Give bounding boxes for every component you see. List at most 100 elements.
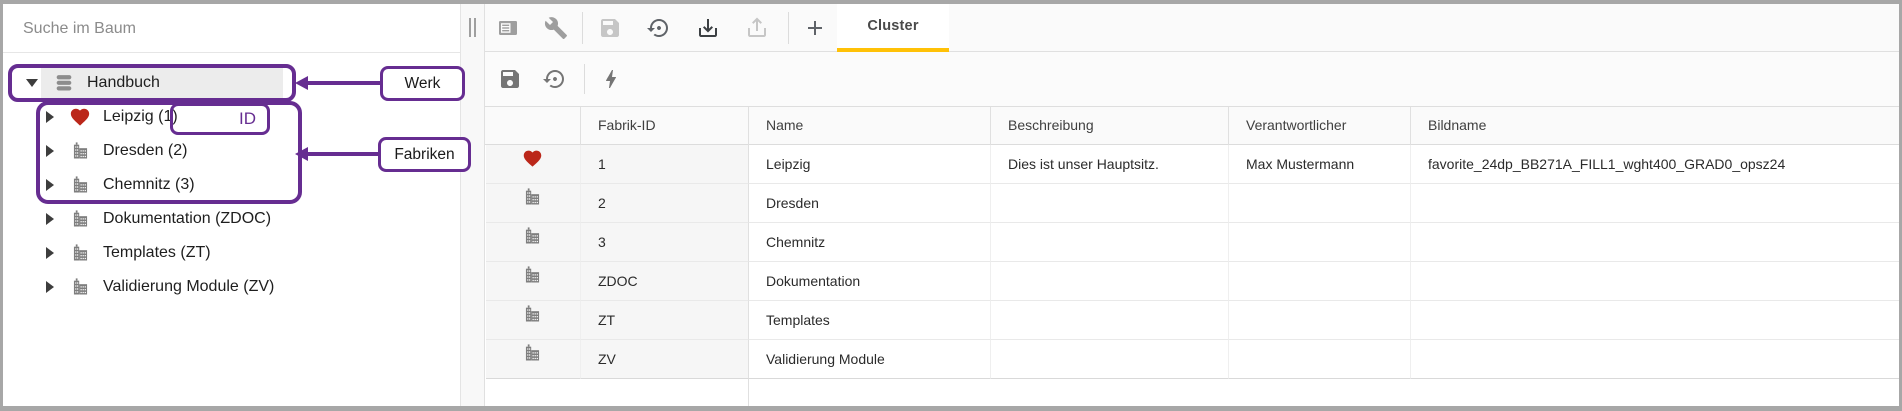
tree-item-label: Dresden (2) xyxy=(103,142,188,159)
tree-search-bar xyxy=(3,4,460,53)
save-icon[interactable] xyxy=(597,15,623,41)
panel-splitter[interactable] xyxy=(460,4,485,406)
factory-icon xyxy=(522,301,543,339)
search-input[interactable] xyxy=(21,12,445,46)
restore-icon[interactable] xyxy=(646,15,672,41)
cell-fabrik-id: 2 xyxy=(580,184,748,223)
toolbar-divider xyxy=(788,12,789,44)
collapse-arrow-icon[interactable] xyxy=(26,79,38,87)
heart-icon xyxy=(69,106,91,128)
toolbar-divider xyxy=(584,64,585,94)
cell-verantwortlicher xyxy=(1228,301,1410,340)
save-icon[interactable] xyxy=(497,66,523,92)
cell-name: Validierung Module xyxy=(748,340,990,379)
cell-name: Dresden xyxy=(748,184,990,223)
cell-fabrik-id: ZDOC xyxy=(580,262,748,301)
expand-arrow-icon[interactable] xyxy=(46,145,54,157)
add-tab-icon[interactable] xyxy=(802,15,828,41)
cell-name: Dokumentation xyxy=(748,262,990,301)
cell-icon xyxy=(486,145,580,184)
toolbar-divider xyxy=(582,12,583,44)
wrench-icon[interactable] xyxy=(543,15,569,41)
upload-icon[interactable] xyxy=(744,15,770,41)
cell-bildname xyxy=(1410,184,1899,223)
cell-fabrik-id: ZV xyxy=(580,340,748,379)
splitter-handle-icon[interactable] xyxy=(469,18,478,37)
download-icon[interactable] xyxy=(695,15,721,41)
cell-beschreibung xyxy=(990,184,1228,223)
cell-verantwortlicher xyxy=(1228,340,1410,379)
factory-icon xyxy=(522,223,543,261)
column-header-fabrik-id[interactable]: Fabrik-ID xyxy=(580,107,748,145)
cell-beschreibung xyxy=(990,301,1228,340)
cell-beschreibung xyxy=(990,262,1228,301)
restore-icon[interactable] xyxy=(542,66,568,92)
table-row[interactable]: 2 Dresden xyxy=(485,184,1899,223)
expand-arrow-icon[interactable] xyxy=(46,111,54,123)
cell-fabrik-id: ZT xyxy=(580,301,748,340)
table-toolbar xyxy=(485,52,1899,107)
cell-bildname xyxy=(1410,340,1899,379)
cell-name: Leipzig xyxy=(748,145,990,184)
tree-item-label: Leipzig (1) xyxy=(103,108,178,125)
factory-icon xyxy=(69,276,91,298)
cell-beschreibung xyxy=(990,340,1228,379)
cell-icon xyxy=(486,184,580,223)
tree-item-leipzig[interactable]: Leipzig (1) xyxy=(3,100,460,134)
factory-icon xyxy=(69,174,91,196)
heart-icon xyxy=(522,145,543,183)
cell-icon xyxy=(486,301,580,340)
expand-arrow-icon[interactable] xyxy=(46,213,54,225)
cell-icon xyxy=(486,340,580,379)
cell-verantwortlicher xyxy=(1228,184,1410,223)
cell-bildname xyxy=(1410,223,1899,262)
tree: Handbuch Leipzig (1) Dresden (2) Chemnit… xyxy=(3,53,460,406)
cell-verantwortlicher xyxy=(1228,262,1410,301)
cell-name: Templates xyxy=(748,301,990,340)
expand-arrow-icon[interactable] xyxy=(46,179,54,191)
table-row[interactable]: ZDOC Dokumentation xyxy=(485,262,1899,301)
cell-beschreibung xyxy=(990,223,1228,262)
detail-panel: Cluster Fabrik-ID Name Beschreibung Vera… xyxy=(485,4,1899,406)
tree-item-handbuch[interactable]: Handbuch xyxy=(3,66,460,100)
tree-item-chemnitz[interactable]: Chemnitz (3) xyxy=(3,168,460,202)
tree-item-label: Dokumentation (ZDOC) xyxy=(103,210,272,227)
column-header-verantwortlicher[interactable]: Verantwortlicher xyxy=(1228,107,1410,145)
tree-item-validierung[interactable]: Validierung Module (ZV) xyxy=(3,270,460,304)
tree-item-dokumentation[interactable]: Dokumentation (ZDOC) xyxy=(3,202,460,236)
tab-cluster[interactable]: Cluster xyxy=(837,4,949,52)
table-row[interactable]: 1 Leipzig Dies ist unser Hauptsitz. Max … xyxy=(485,145,1899,184)
table-row[interactable]: ZV Validierung Module xyxy=(485,340,1899,379)
flash-icon[interactable] xyxy=(598,66,624,92)
cell-fabrik-id: 1 xyxy=(580,145,748,184)
factory-icon xyxy=(522,184,543,222)
cell-fabrik-id: 3 xyxy=(580,223,748,262)
fabrik-table: Fabrik-ID Name Beschreibung Verantwortli… xyxy=(485,107,1899,406)
factory-icon xyxy=(69,140,91,162)
expand-arrow-icon[interactable] xyxy=(46,247,54,259)
tree-item-templates[interactable]: Templates (ZT) xyxy=(3,236,460,270)
cell-bildname: favorite_24dp_BB271A_FILL1_wght400_GRAD0… xyxy=(1410,145,1899,184)
cell-name: Chemnitz xyxy=(748,223,990,262)
column-header-beschreibung[interactable]: Beschreibung xyxy=(990,107,1228,145)
tree-item-dresden[interactable]: Dresden (2) xyxy=(3,134,460,168)
tree-item-label: Handbuch xyxy=(87,74,160,91)
main-toolbar: Cluster xyxy=(485,4,1899,52)
table-row[interactable]: 3 Chemnitz xyxy=(485,223,1899,262)
factory-icon xyxy=(522,340,543,378)
card-list-icon[interactable] xyxy=(495,15,521,41)
column-header-icon[interactable] xyxy=(486,107,580,145)
pinned-column-divider xyxy=(748,379,749,406)
database-icon xyxy=(53,72,75,94)
column-header-bildname[interactable]: Bildname xyxy=(1410,107,1899,145)
expand-arrow-icon[interactable] xyxy=(46,281,54,293)
factory-icon xyxy=(522,262,543,300)
cell-icon xyxy=(486,223,580,262)
tree-item-label: Validierung Module (ZV) xyxy=(103,278,275,295)
tab-label: Cluster xyxy=(867,18,919,34)
table-row[interactable]: ZT Templates xyxy=(485,301,1899,340)
tree-panel: Handbuch Leipzig (1) Dresden (2) Chemnit… xyxy=(3,4,460,406)
column-header-name[interactable]: Name xyxy=(748,107,990,145)
cell-beschreibung: Dies ist unser Hauptsitz. xyxy=(990,145,1228,184)
